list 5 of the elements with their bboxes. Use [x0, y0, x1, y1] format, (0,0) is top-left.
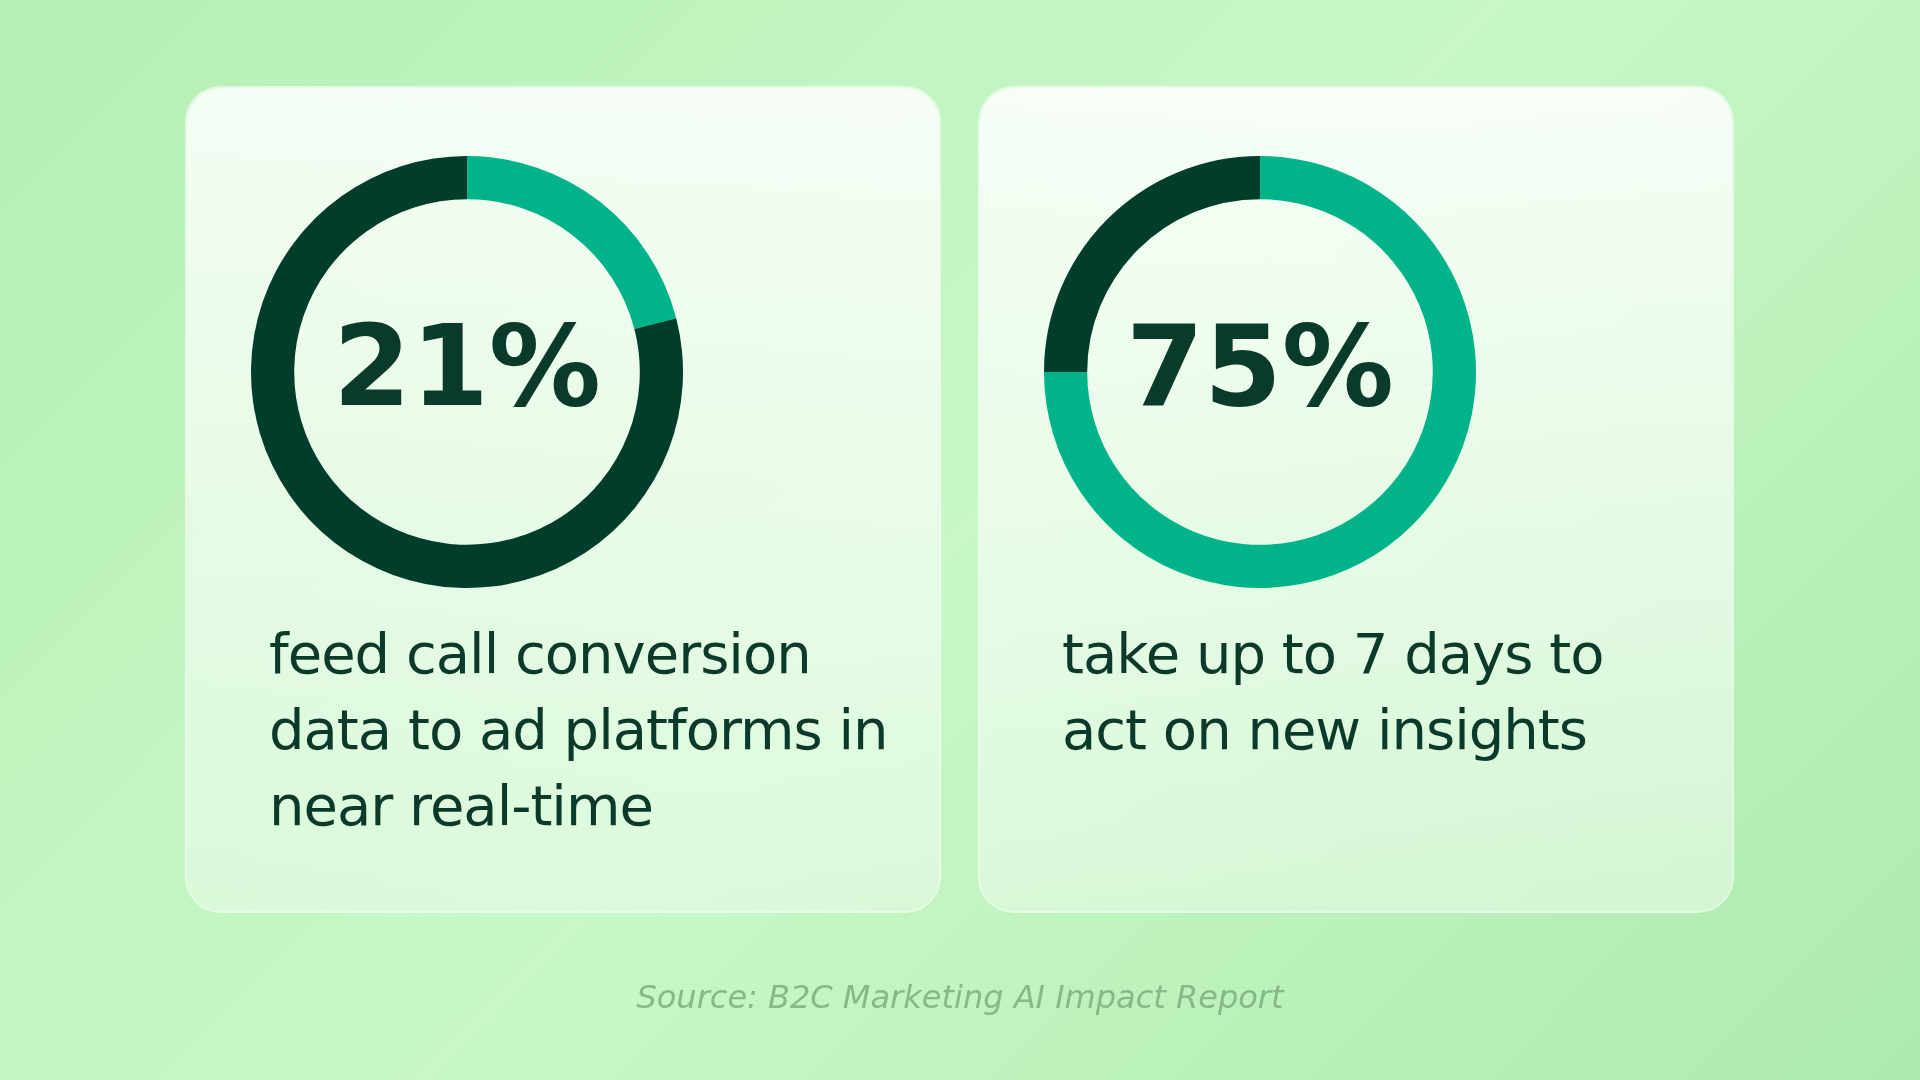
- data-label: 75%: [1125, 301, 1395, 432]
- text: take up to 7 days to act on new insights: [1062, 620, 1605, 764]
- text: feed call conversion data to ad platforms in near real-time: [269, 620, 889, 840]
- source-note: Source: B2C Marketing AI Impact Report: [635, 978, 1286, 1016]
- data-label: 21%: [332, 301, 602, 432]
